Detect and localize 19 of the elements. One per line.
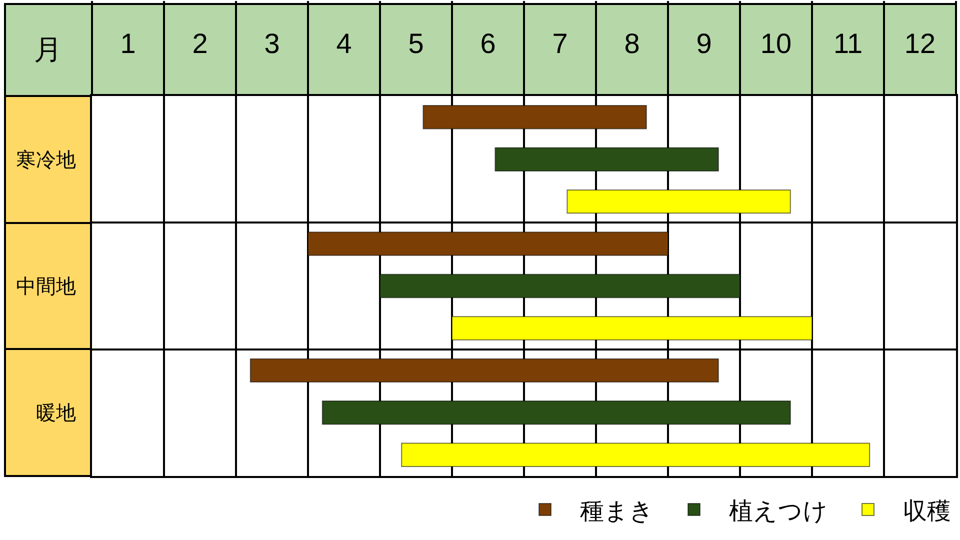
x-tick-label: 9 <box>696 28 712 59</box>
legend-label: 植えつけ <box>729 498 828 525</box>
x-tick-label: 11 <box>833 28 863 59</box>
x-axis-title: 月 <box>34 34 62 65</box>
y-tick-label: 寒冷地 <box>16 149 76 172</box>
legend-label: 種まき <box>580 498 654 525</box>
x-tick-label: 5 <box>408 28 424 59</box>
x-tick-label: 6 <box>480 28 496 59</box>
y-tick-label: 暖地 <box>36 402 76 425</box>
legend-label: 収穫 <box>903 498 951 525</box>
x-tick-label: 1 <box>120 28 136 59</box>
x-tick-label: 8 <box>624 28 640 59</box>
x-tick-label: 12 <box>904 28 936 59</box>
y-tick-label: 中間地 <box>16 276 76 298</box>
x-tick-label: 4 <box>336 28 352 59</box>
x-tick-label: 2 <box>192 28 208 59</box>
x-tick-label: 10 <box>760 28 792 59</box>
x-tick-label: 7 <box>552 28 568 59</box>
x-tick-label: 3 <box>264 28 280 59</box>
